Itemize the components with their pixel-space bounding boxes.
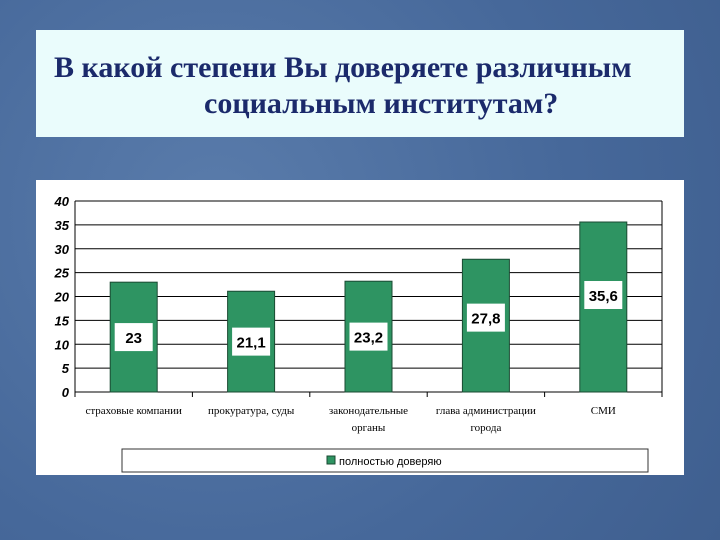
title-line-1: В какой степени Вы доверяете различным [54,51,632,84]
y-tick-label: 10 [55,337,70,352]
x-tick-label: глава администрации [436,405,536,417]
y-tick-label: 20 [54,290,70,305]
slide-title: В какой степени Вы доверяете различным со… [36,30,684,122]
data-label: 21,1 [236,335,265,352]
legend-box [121,448,649,473]
data-label-box [349,322,388,351]
x-tick-label: органы [352,422,386,434]
y-tick-label: 5 [62,361,70,376]
data-label: 27,8 [471,311,500,328]
bar-chart: 0 5 10 15 20 25 30 35 40 23 страховые компании 21,1… [54,194,663,473]
y-tick-label: 35 [55,218,70,233]
data-label-box [232,327,271,356]
data-label: 23,2 [354,330,383,347]
title-line-2: социальным институтам? [204,87,559,120]
data-label: 23 [125,330,142,347]
y-tick-label: 40 [54,194,70,209]
x-tick-label: прокуратура, суды [208,405,295,417]
data-label-box [114,323,153,352]
x-tick-label: города [470,422,501,434]
data-label: 35,6 [589,288,618,305]
y-tick-label: 25 [54,266,70,281]
x-tick-label: СМИ [591,405,616,417]
x-tick-label: страховые компании [85,405,182,417]
y-tick-label: 0 [62,385,70,400]
data-label-box [584,281,623,310]
chart-panel: 0 5 10 15 20 25 30 35 40 23 страховые компании 21,1… [36,180,684,475]
title-box: В какой степени Вы доверяете различным со… [36,30,684,137]
y-tick-label: 15 [55,313,70,328]
y-tick-label: 30 [55,242,70,257]
x-tick-label: законодательные [329,405,408,417]
legend-swatch [326,455,336,465]
legend-label: полностью доверяю [339,456,442,468]
data-label-box [466,303,505,332]
